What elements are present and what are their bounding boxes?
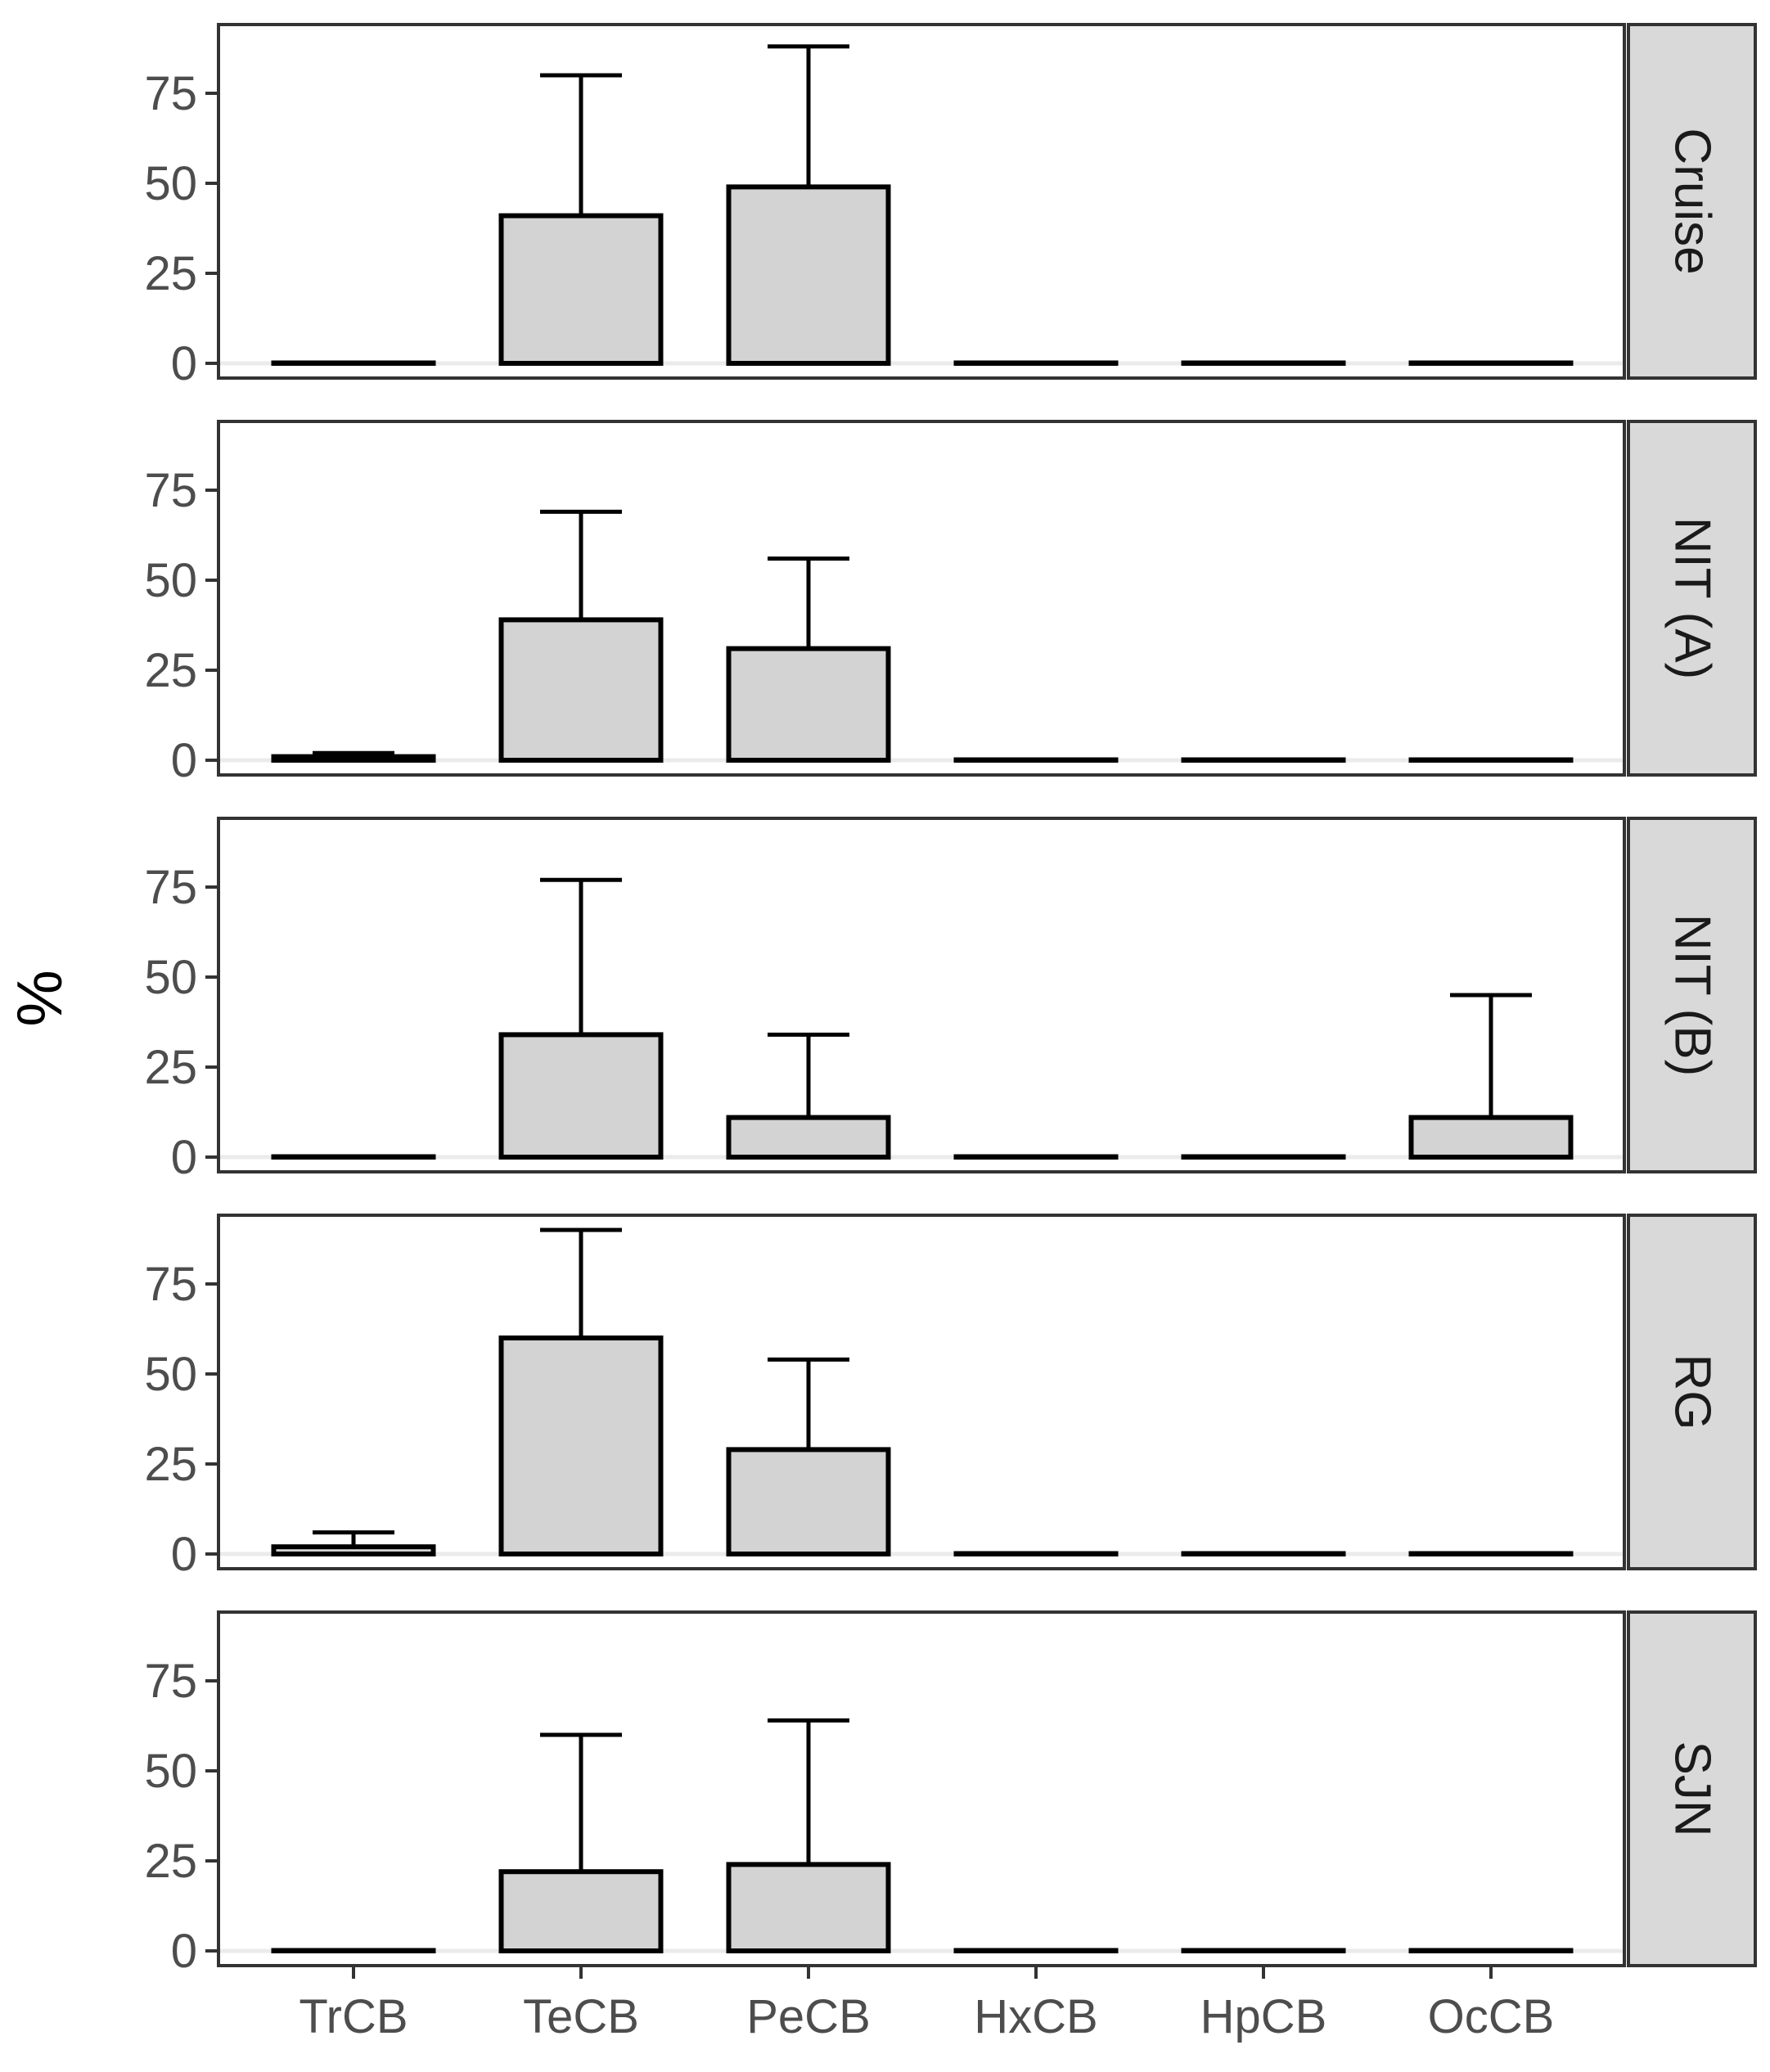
bar-TrCB — [271, 1154, 436, 1160]
y-tick-label: 0 — [171, 1131, 197, 1184]
panel-background — [218, 421, 1624, 775]
x-tick-label-PeCB: PeCB — [746, 1990, 871, 2043]
facet-strip — [1627, 817, 1757, 1173]
x-tick-label-TrCB: TrCB — [299, 1990, 408, 2043]
y-tick-label: 50 — [144, 1745, 197, 1798]
y-tick-label: 25 — [144, 644, 197, 697]
y-tick-label: 50 — [144, 951, 197, 1004]
panel-2: 0 25 50 75 NIT (A) — [144, 420, 1757, 787]
bar-OcCB — [1408, 1551, 1574, 1556]
y-tick-label: 75 — [144, 1655, 197, 1708]
bar-HxCB — [953, 1154, 1119, 1160]
bar-OcCB — [1408, 1948, 1574, 1953]
x-tick-label-HpCB: HpCB — [1200, 1990, 1327, 2043]
panel-background — [218, 25, 1624, 378]
bar-PeCB — [726, 184, 891, 366]
bar-HxCB — [953, 360, 1119, 366]
y-tick-label: 50 — [144, 1348, 197, 1401]
y-tick-label: 75 — [144, 1258, 197, 1311]
panel-frame — [217, 1214, 1626, 1570]
facet-strip — [1627, 420, 1757, 777]
bar-HxCB — [953, 757, 1119, 763]
panel-background — [218, 1612, 1624, 1966]
bar-OcCB — [1408, 360, 1574, 366]
bar-OcCB — [1408, 757, 1574, 763]
y-tick-label: 25 — [144, 1041, 197, 1094]
y-tick-label: 25 — [144, 1438, 197, 1491]
panel-5: 0 25 50 75 SJN — [144, 1610, 1757, 1978]
x-tick-label-HxCB: HxCB — [974, 1990, 1097, 2043]
bar-PeCB — [726, 646, 891, 763]
panel-3: 0 25 50 75 NIT (B) — [144, 817, 1757, 1184]
bar-TeCB — [498, 213, 664, 366]
x-tick-label-OcCB: OcCB — [1428, 1990, 1555, 2043]
bar-TeCB — [498, 1032, 664, 1160]
x-axis: TrCB TeCB PeCB HxCB HpCB OcCB — [299, 1966, 1554, 2043]
bar-HpCB — [1181, 1948, 1346, 1953]
panel-frame — [217, 1610, 1626, 1967]
bar-TeCB — [498, 1336, 664, 1556]
y-axis-title: % — [3, 970, 75, 1026]
panel-frame — [217, 23, 1626, 380]
y-tick-label: 75 — [144, 67, 197, 120]
facet-strip-label: NIT (A) — [1664, 517, 1721, 680]
y-tick-label: 0 — [171, 337, 197, 390]
bar-HpCB — [1181, 1551, 1346, 1556]
bar-TrCB — [271, 360, 436, 366]
panel-background — [218, 1215, 1624, 1569]
panel-frame — [217, 817, 1626, 1173]
bar-TrCB — [271, 1948, 436, 1953]
y-tick-label: 25 — [144, 1835, 197, 1888]
y-tick-label: 0 — [171, 734, 197, 787]
bar-PeCB — [726, 1447, 891, 1557]
x-tick-label-TeCB: TeCB — [523, 1990, 639, 2043]
facet-strip — [1627, 23, 1757, 380]
y-tick-label: 75 — [144, 464, 197, 517]
panel-background — [218, 818, 1624, 1172]
panels: 0 25 50 75 Cruise 0 25 50 75 NIT (A) 0 25 50 75 NIT (B… — [144, 23, 1757, 1978]
y-tick-label: 25 — [144, 247, 197, 300]
facet-strip-label: NIT (B) — [1664, 914, 1721, 1077]
panel-4: 0 25 50 75 RG — [144, 1214, 1757, 1581]
facet-strip-label: RG — [1664, 1354, 1721, 1430]
panel-1: 0 25 50 75 Cruise — [144, 23, 1757, 390]
facet-strip — [1627, 1610, 1757, 1967]
bar-HxCB — [953, 1948, 1119, 1953]
facet-strip-label: SJN — [1664, 1741, 1721, 1836]
bar-TeCB — [498, 1869, 664, 1953]
y-tick-label: 50 — [144, 157, 197, 210]
bar-TrCB — [271, 1544, 436, 1556]
bar-PeCB — [726, 1862, 891, 1953]
facet-strip-label: Cruise — [1664, 128, 1721, 274]
bar-HxCB — [953, 1551, 1119, 1556]
bar-OcCB — [1408, 1115, 1574, 1160]
bar-PeCB — [726, 1115, 891, 1160]
bar-HpCB — [1181, 757, 1346, 763]
bar-HpCB — [1181, 360, 1346, 366]
y-tick-label: 50 — [144, 554, 197, 607]
panel-frame — [217, 420, 1626, 777]
bar-TrCB — [271, 754, 436, 763]
bar-HpCB — [1181, 1154, 1346, 1160]
facet-strip — [1627, 1214, 1757, 1570]
y-tick-label: 75 — [144, 861, 197, 914]
bar-TeCB — [498, 617, 664, 763]
y-tick-label: 0 — [171, 1925, 197, 1978]
y-tick-label: 0 — [171, 1528, 197, 1581]
